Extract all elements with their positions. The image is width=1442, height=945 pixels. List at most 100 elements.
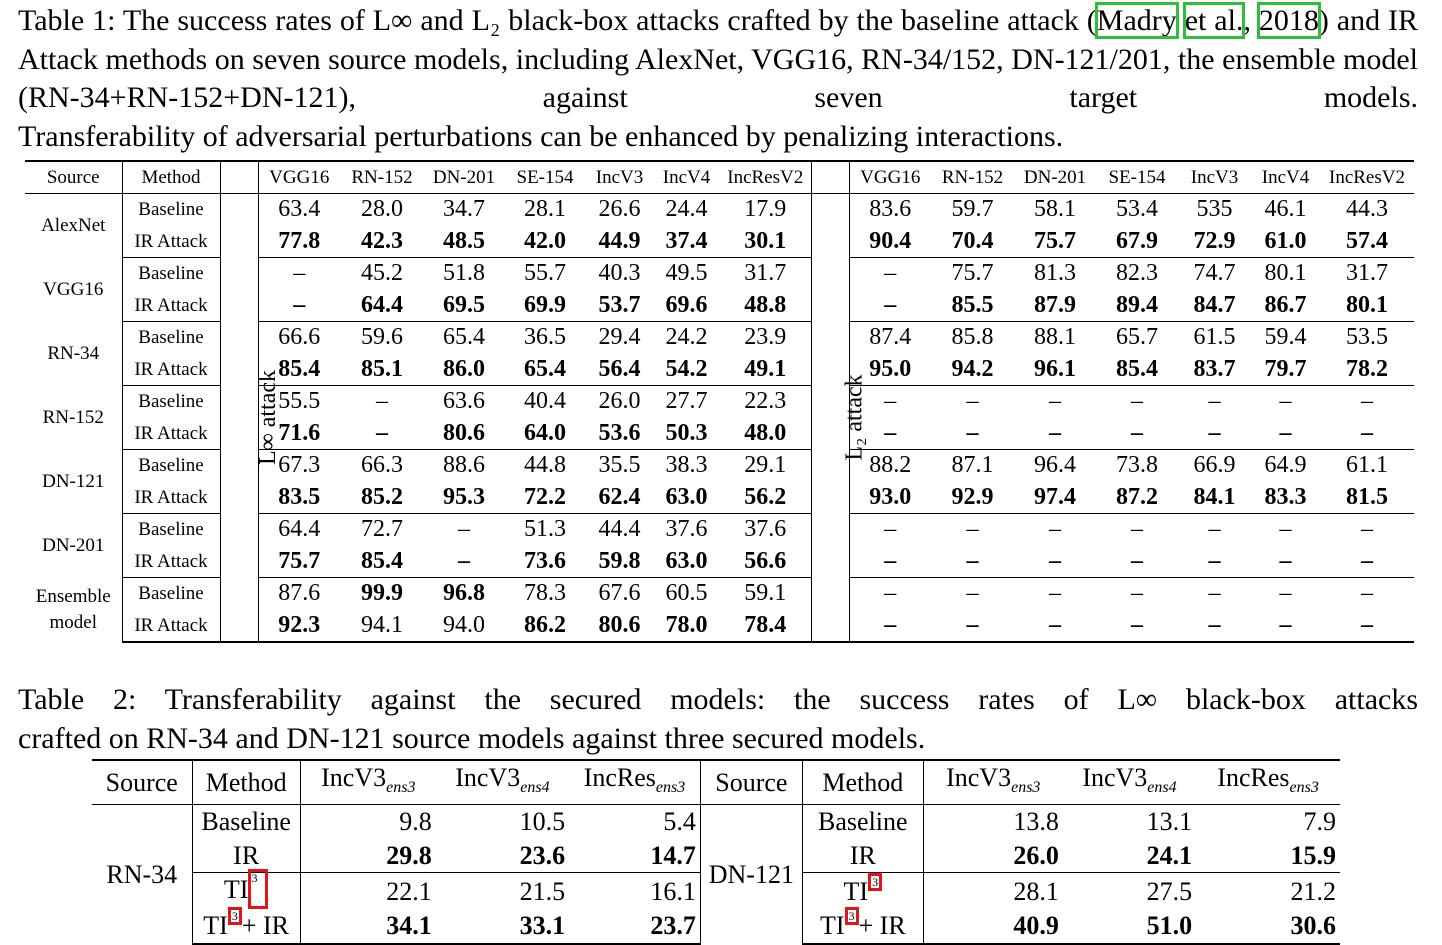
value-text: 48.5	[443, 227, 485, 254]
l2-value: 75.7	[1014, 225, 1096, 258]
value-text: –	[1361, 388, 1373, 415]
value-text: –	[884, 580, 897, 607]
linf-value: 28.0	[340, 194, 424, 226]
linf-value: –	[424, 545, 504, 578]
value-text: 77.8	[278, 227, 321, 254]
value-text: –	[1049, 611, 1061, 638]
l2-value: –	[849, 417, 931, 450]
linf-value: 69.9	[504, 289, 586, 322]
value-text: 65.7	[1116, 324, 1158, 351]
value-text: 95.3	[443, 483, 485, 510]
value-text: 59.1	[744, 580, 787, 607]
t2-header-incv3-ens3-2: IncV3ens3	[922, 759, 1063, 806]
l2-value: 82.3	[1096, 258, 1178, 290]
value-text: 44.3	[1346, 196, 1388, 223]
reference-link[interactable]: 3	[844, 907, 859, 926]
value-text: 63.0	[665, 483, 708, 510]
l2-value: 79.7	[1251, 353, 1320, 386]
linf-value: 29.1	[720, 449, 812, 482]
value-text: –	[966, 388, 979, 415]
t2-method-label: TI 3 + IR	[801, 907, 924, 945]
linf-value: 37.6	[653, 514, 720, 546]
l2-value: 87.2	[1096, 481, 1178, 514]
l2-value: –	[1014, 417, 1096, 450]
value-text: 87.2	[1116, 483, 1158, 510]
t2-value: 29.8	[299, 838, 436, 873]
value-text: –	[1131, 580, 1143, 607]
l2-value: –	[1096, 545, 1178, 578]
value-text: 96.8	[443, 580, 485, 607]
value-text: 16.1	[650, 876, 696, 906]
linf-value: 17.9	[720, 193, 812, 226]
value-text: 72.2	[524, 483, 566, 510]
linf-value: 49.5	[653, 258, 720, 290]
value-text: 44.4	[598, 516, 641, 543]
value-text: 55.7	[524, 260, 566, 287]
value-text: 88.2	[869, 452, 912, 479]
linf-value: 80.6	[424, 417, 504, 450]
linf-value: 53.7	[586, 289, 653, 322]
l2-value: 64.9	[1251, 450, 1320, 482]
l2-value: 59.7	[931, 194, 1014, 226]
value-text: 64.0	[524, 419, 566, 446]
value-text: 22.1	[386, 876, 432, 906]
l2-value: –	[1178, 609, 1251, 643]
value-text: 86.0	[443, 355, 485, 382]
header-linf-target: VGG16	[258, 160, 340, 194]
ti-text: TI	[843, 876, 869, 906]
source-model: VGG16	[25, 257, 123, 322]
value-text: 96.1	[1034, 355, 1076, 382]
linf-value: 85.4	[340, 545, 424, 578]
value-text: 59.6	[361, 324, 403, 351]
value-text: 42.0	[524, 227, 566, 254]
value-text: 88.1	[1034, 324, 1076, 351]
linf-value: 77.8	[258, 225, 340, 258]
linf-value: 36.5	[504, 322, 586, 354]
l2-value: 85.5	[931, 289, 1014, 322]
value-text: 13.8	[1013, 807, 1059, 837]
l2-value: 73.8	[1096, 450, 1178, 482]
value-text: –	[966, 547, 979, 574]
value-text: 81.5	[1346, 483, 1388, 510]
linf-value: 65.4	[504, 353, 586, 386]
l2-value: –	[1178, 578, 1251, 610]
t2-header-incres-ens3-text: IncRes	[583, 763, 656, 792]
l2-value: –	[1251, 417, 1320, 450]
linf-value: 63.0	[653, 545, 720, 578]
linf-value: 34.7	[424, 194, 504, 226]
value-text: 24.1	[1146, 840, 1193, 870]
l2-value: –	[1251, 386, 1320, 418]
citation-year-link[interactable]: 2018	[1256, 2, 1321, 39]
t2-method-label: IR	[191, 838, 301, 873]
linf-value: 88.6	[424, 450, 504, 482]
linf-value: 35.5	[586, 450, 653, 482]
reference-link[interactable]: 3	[868, 872, 883, 891]
citation-madry-link[interactable]: Madry	[1094, 2, 1179, 39]
l2-value: 81.3	[1014, 258, 1096, 290]
t2-value: 23.6	[436, 839, 569, 873]
l2-value: –	[849, 545, 931, 578]
l2-value: 75.7	[931, 258, 1014, 290]
value-text: –	[1131, 547, 1143, 574]
l2-value: 97.4	[1014, 481, 1096, 514]
t2-header-method-2: Method	[801, 759, 924, 806]
value-text: 40.4	[524, 388, 566, 415]
value-text: 44.8	[524, 452, 566, 479]
caption2-line2: crafted on RN-34 and DN-121 source model…	[18, 721, 926, 755]
source-model: DN-201	[25, 513, 123, 578]
l2-value: –	[931, 609, 1014, 643]
linf-value: 48.5	[424, 225, 504, 258]
value-text: 51.0	[1146, 911, 1193, 941]
value-text: 54.2	[665, 355, 708, 382]
citation-etal-link[interactable]: et al.	[1182, 2, 1246, 39]
value-text: 24.4	[665, 196, 708, 223]
linf-value: 56.2	[720, 481, 812, 514]
value-text: 70.4	[951, 227, 994, 254]
reference-link[interactable]: 3	[248, 869, 269, 910]
reference-link[interactable]: 3	[227, 907, 242, 926]
value-text: –	[966, 419, 979, 446]
l2-value: –	[1320, 514, 1414, 546]
linf-value: 56.4	[586, 353, 653, 386]
t2-header-incv3-ens4-2-text: IncV3	[1082, 763, 1148, 792]
value-text: 94.2	[951, 355, 994, 382]
